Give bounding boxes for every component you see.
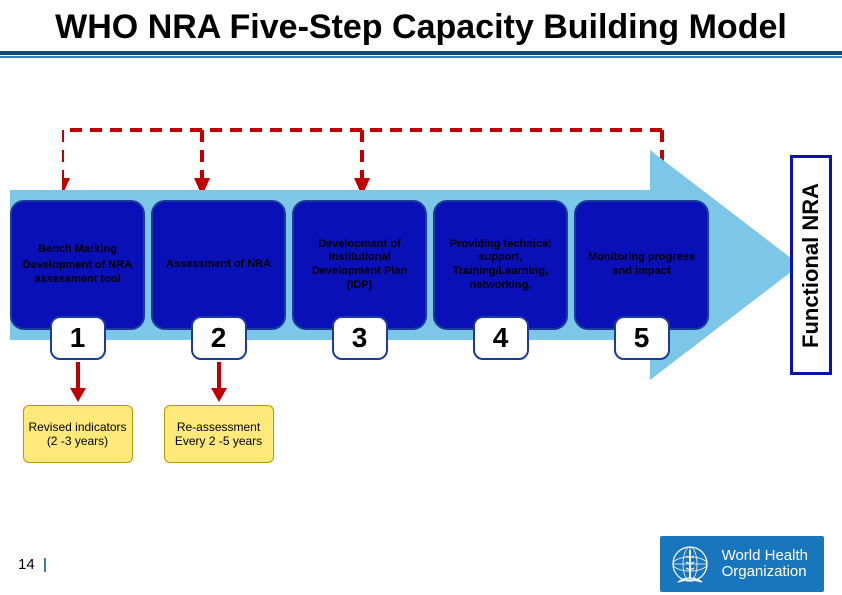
step-box-3: Development of Institutional Development… <box>292 200 427 330</box>
step-box-2: Assessment of NRA <box>151 200 286 330</box>
who-line1: World Health <box>722 548 808 565</box>
down-arrows-row <box>10 362 286 402</box>
diagram: Functional NRA Bench Marking Development … <box>10 120 832 470</box>
page-number-bar: | <box>39 556 47 573</box>
footer: 14 | World Health Organization <box>0 533 842 595</box>
step-body: Assessment of NRA <box>166 258 271 272</box>
rule-heavy <box>0 51 842 55</box>
title-wrap: WHO NRA Five-Step Capacity Building Mode… <box>0 0 842 51</box>
down-arrow-icon <box>209 362 229 402</box>
who-logo: World Health Organization <box>660 536 824 592</box>
step-box-4: Providing technical support, Training/Le… <box>433 200 568 330</box>
step-box-1: Bench Marking Development of NRA assessme… <box>10 200 145 330</box>
who-text: World Health Organization <box>722 548 808 581</box>
steps-row: Bench Marking Development of NRA assessme… <box>10 200 709 330</box>
slide: WHO NRA Five-Step Capacity Building Mode… <box>0 0 842 595</box>
step-body: Development of Institutional Development… <box>300 238 419 293</box>
page-title: WHO NRA Five-Step Capacity Building Mode… <box>20 8 822 47</box>
page-number: 14 | <box>18 556 47 573</box>
bottom-box-1: Revised indicators (2 -3 years) <box>23 405 133 463</box>
step-number-2: 2 <box>191 316 247 360</box>
step-body: Monitoring progress and impact <box>582 251 701 279</box>
functional-nra-label: Functional NRA <box>798 183 824 348</box>
who-emblem-icon <box>668 542 712 586</box>
step-body: Development of NRA assessment tool <box>18 259 137 287</box>
down-arrow-icon <box>68 362 88 402</box>
functional-nra-box: Functional NRA <box>790 155 832 375</box>
numbers-row: 1 2 3 4 5 <box>10 316 709 360</box>
step-number-4: 4 <box>473 316 529 360</box>
step-body: Providing technical support, Training/Le… <box>441 238 560 293</box>
bottom-box-2: Re-assessment Every 2 -5 years <box>164 405 274 463</box>
step-box-5: Monitoring progress and impact <box>574 200 709 330</box>
rule-light <box>0 56 842 58</box>
bottom-boxes-row: Revised indicators (2 -3 years) Re-assess… <box>10 405 286 463</box>
step-number-1: 1 <box>50 316 106 360</box>
step-heading: Bench Marking <box>38 243 117 257</box>
page-number-value: 14 <box>18 556 35 573</box>
step-number-3: 3 <box>332 316 388 360</box>
step-number-5: 5 <box>614 316 670 360</box>
who-line2: Organization <box>722 564 808 581</box>
